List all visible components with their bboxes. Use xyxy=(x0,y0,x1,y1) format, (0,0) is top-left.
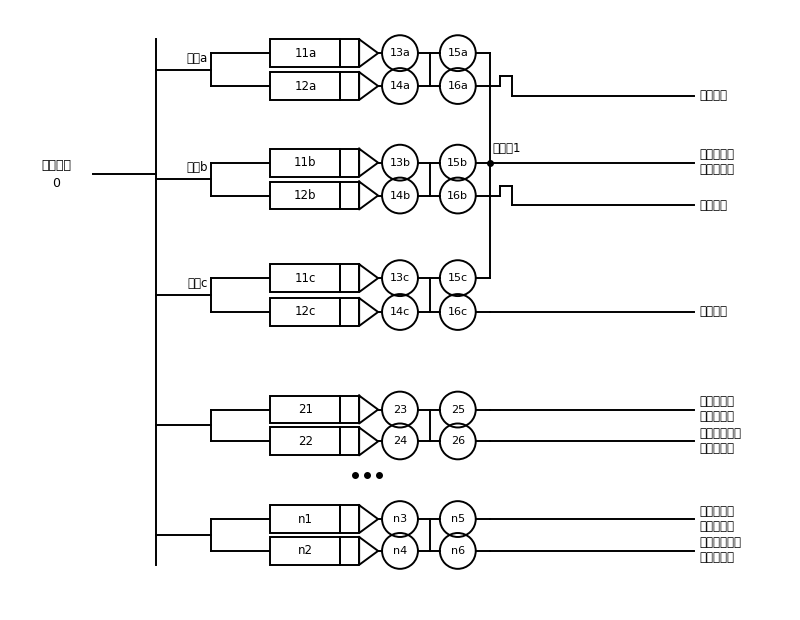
Text: 25: 25 xyxy=(450,405,465,415)
Text: 16c: 16c xyxy=(448,307,468,317)
Text: 11c: 11c xyxy=(294,272,316,285)
Text: 干泵排空: 干泵排空 xyxy=(699,306,727,319)
Bar xyxy=(270,396,340,423)
Text: 13b: 13b xyxy=(390,157,410,167)
Bar xyxy=(270,427,340,455)
Text: 进入生长室: 进入生长室 xyxy=(699,410,734,423)
Text: 14b: 14b xyxy=(390,190,410,200)
Text: 第２路气体: 第２路气体 xyxy=(699,395,734,408)
Text: 16a: 16a xyxy=(447,81,468,91)
Bar xyxy=(270,537,340,565)
Text: n1: n1 xyxy=(298,513,313,526)
Text: n6: n6 xyxy=(450,546,465,556)
Text: 14a: 14a xyxy=(390,81,410,91)
Text: 交汇点1: 交汇点1 xyxy=(493,142,521,155)
Text: 12b: 12b xyxy=(294,189,317,202)
Text: 11b: 11b xyxy=(294,156,317,169)
Text: 15b: 15b xyxy=(447,157,468,167)
Text: 22: 22 xyxy=(298,435,313,448)
Text: 12c: 12c xyxy=(294,306,316,319)
Bar xyxy=(270,505,340,533)
Text: 入干泵排空: 入干泵排空 xyxy=(699,442,734,455)
Bar xyxy=(270,149,340,177)
Text: 16b: 16b xyxy=(447,190,468,200)
Text: 支路a: 支路a xyxy=(186,51,208,64)
Text: 26: 26 xyxy=(450,436,465,446)
Text: 进入生长室: 进入生长室 xyxy=(699,163,734,176)
Text: 24: 24 xyxy=(393,436,407,446)
Text: n3: n3 xyxy=(393,514,407,524)
Text: 15c: 15c xyxy=(448,273,468,283)
Bar xyxy=(270,298,340,326)
Text: 23: 23 xyxy=(393,405,407,415)
Text: 11a: 11a xyxy=(294,46,317,60)
Text: 13a: 13a xyxy=(390,48,410,58)
Text: 21: 21 xyxy=(298,403,313,416)
Text: 干泵排空: 干泵排空 xyxy=(699,199,727,212)
Text: 15a: 15a xyxy=(447,48,468,58)
Text: 第ｎ路气体: 第ｎ路气体 xyxy=(699,505,734,518)
Text: n4: n4 xyxy=(393,546,407,556)
Text: 干泵排空: 干泵排空 xyxy=(699,89,727,102)
Text: 14c: 14c xyxy=(390,307,410,317)
Text: n5: n5 xyxy=(450,514,465,524)
Text: n2: n2 xyxy=(298,544,313,557)
Bar xyxy=(270,182,340,210)
Bar xyxy=(270,39,340,67)
Text: 0: 0 xyxy=(52,177,60,190)
Text: 12a: 12a xyxy=(294,79,317,92)
Text: 13c: 13c xyxy=(390,273,410,283)
Bar xyxy=(270,72,340,100)
Bar xyxy=(270,264,340,292)
Text: 进入生长室: 进入生长室 xyxy=(699,520,734,533)
Text: 第ｎ路气体进: 第ｎ路气体进 xyxy=(699,536,741,549)
Text: 第２路气体进: 第２路气体进 xyxy=(699,427,741,440)
Text: 气体入口: 气体入口 xyxy=(41,159,71,172)
Text: 入干泵排空: 入干泵排空 xyxy=(699,551,734,564)
Text: 支路c: 支路c xyxy=(187,277,208,290)
Text: 支路b: 支路b xyxy=(186,161,208,174)
Text: 第１路气体: 第１路气体 xyxy=(699,148,734,161)
